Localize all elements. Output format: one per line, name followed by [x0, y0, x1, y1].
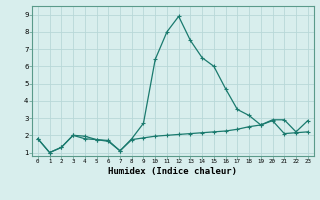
X-axis label: Humidex (Indice chaleur): Humidex (Indice chaleur) [108, 167, 237, 176]
